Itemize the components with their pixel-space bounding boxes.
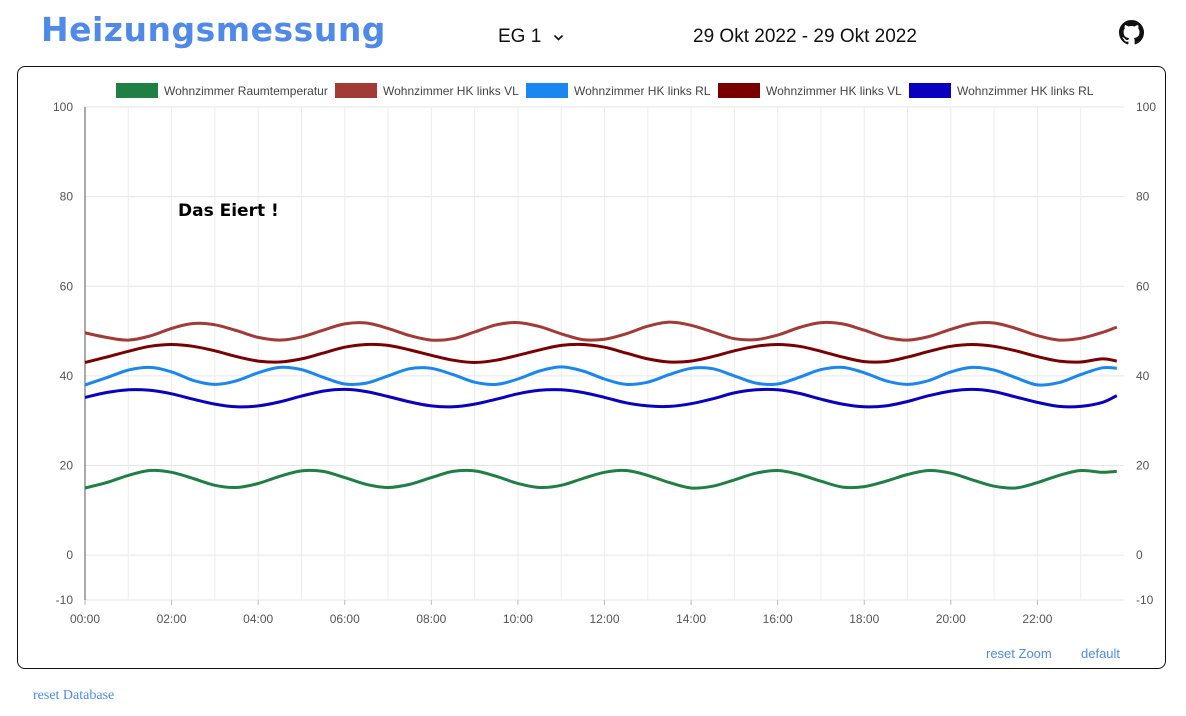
y-tick-label-left: 40 <box>60 369 74 383</box>
legend-swatch-4[interactable] <box>909 83 951 98</box>
legend-swatch-3[interactable] <box>718 83 760 98</box>
floor-selector[interactable]: EG 1 <box>498 26 564 48</box>
x-tick-label: 20:00 <box>936 612 966 626</box>
series-line-1[interactable] <box>84 320 1118 342</box>
legend-label-3: Wohnzimmer HK links VL <box>766 84 902 98</box>
x-tick-label: 02:00 <box>157 612 187 626</box>
series-line-4[interactable] <box>84 387 1118 409</box>
y-tick-label-left: 100 <box>53 100 73 114</box>
series-line-3[interactable] <box>84 342 1118 364</box>
x-tick-label: 00:00 <box>70 612 100 626</box>
chevron-down-icon <box>554 34 564 41</box>
y-tick-label-right: 100 <box>1136 100 1156 114</box>
x-tick-label: 08:00 <box>416 612 446 626</box>
y-tick-label-left: 20 <box>60 459 74 473</box>
y-tick-label-left: 0 <box>66 548 73 562</box>
x-tick-label: 12:00 <box>589 612 619 626</box>
y-tick-label-right: 60 <box>1136 279 1150 293</box>
y-tick-label-left: 60 <box>60 279 74 293</box>
legend-label-4: Wohnzimmer HK links RL <box>957 84 1094 98</box>
legend-swatch-0[interactable] <box>116 83 158 98</box>
series-line-0[interactable] <box>84 468 1117 490</box>
chart-panel: -10 -10 0 0 20 20 40 40 60 60 80 80 100 100 00:00 02:00… <box>17 66 1166 669</box>
y-tick-label-right: 80 <box>1136 190 1150 204</box>
github-icon[interactable] <box>1119 20 1144 45</box>
floor-selector-value: EG 1 <box>498 26 542 47</box>
x-tick-label: 06:00 <box>330 612 360 626</box>
line-chart[interactable]: -10 -10 0 0 20 20 40 40 60 60 80 80 100 100 00:00 02:00… <box>18 67 1165 668</box>
x-tick-label: 04:00 <box>243 612 273 626</box>
y-tick-label-left: 80 <box>60 190 74 204</box>
reset-zoom-link[interactable]: reset Zoom <box>986 646 1052 661</box>
y-tick-label-right: 40 <box>1136 369 1150 383</box>
y-tick-label-right: -10 <box>1136 593 1154 607</box>
chart-annotation: Das Eiert ! <box>178 201 279 221</box>
legend-label-2: Wohnzimmer HK links RL <box>574 84 711 98</box>
app-title: Heizungsmessung <box>41 10 386 49</box>
legend-swatch-2[interactable] <box>526 83 568 98</box>
x-tick-label: 18:00 <box>849 612 879 626</box>
y-tick-label-right: 20 <box>1136 459 1150 473</box>
legend-label-0: Wohnzimmer Raumtemperatur <box>164 84 328 98</box>
default-link[interactable]: default <box>1081 646 1121 661</box>
x-tick-label: 14:00 <box>676 612 706 626</box>
y-tick-label-left: -10 <box>56 593 74 607</box>
legend-label-1: Wohnzimmer HK links VL <box>383 84 519 98</box>
reset-database-link[interactable]: reset Database <box>33 688 115 703</box>
x-tick-label: 10:00 <box>503 612 533 626</box>
series-line-2[interactable] <box>84 365 1117 387</box>
y-tick-label-right: 0 <box>1136 548 1143 562</box>
x-tick-label: 22:00 <box>1022 612 1052 626</box>
date-range[interactable]: 29 Okt 2022 - 29 Okt 2022 <box>693 26 917 47</box>
legend-swatch-1[interactable] <box>335 83 377 98</box>
x-tick-label: 16:00 <box>763 612 793 626</box>
